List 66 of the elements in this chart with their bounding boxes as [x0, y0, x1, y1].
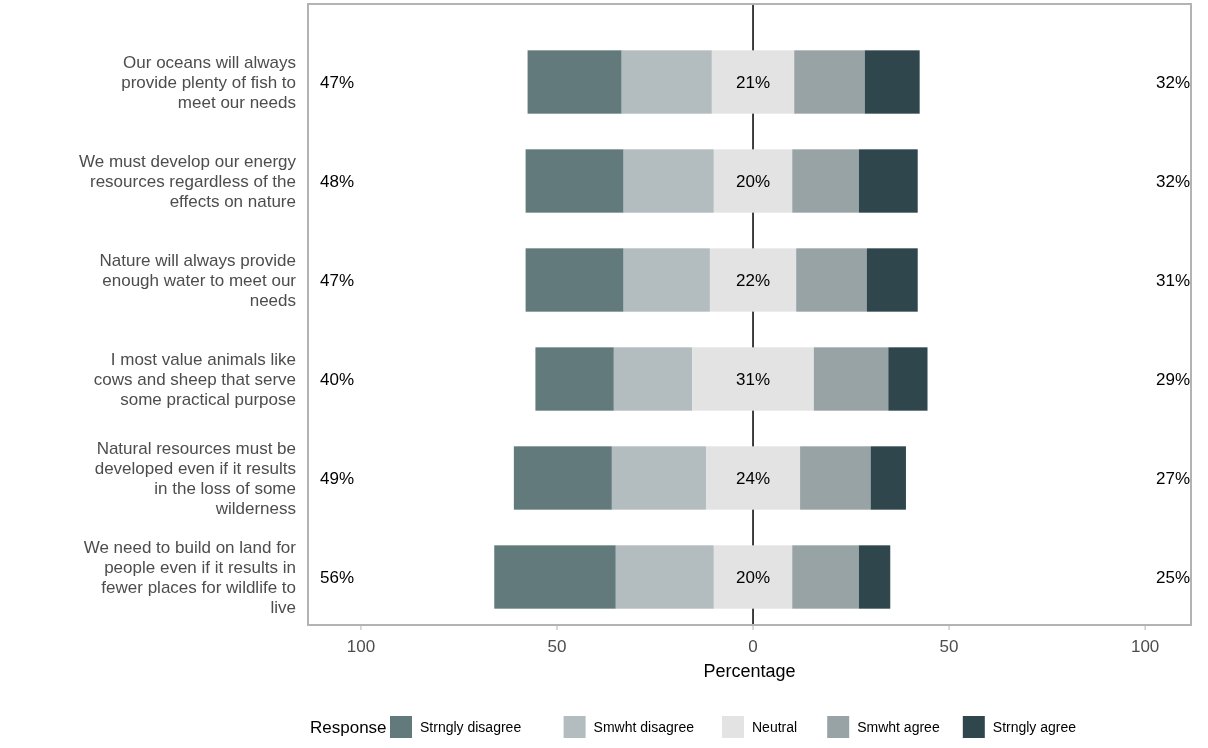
bar — [513, 446, 612, 510]
y-tick-label: Nature will always provide enough water to meet our needs — [99, 250, 297, 310]
y-tick-label: We need to build on land for people even if it results in fewer places for wildlife to live — [83, 537, 297, 617]
bar — [692, 347, 814, 411]
annotation: 32% — [1155, 72, 1190, 92]
annotation: 56% — [320, 567, 355, 587]
data-label: 20% — [736, 171, 771, 191]
bar — [525, 149, 624, 213]
data-label: 20% — [736, 567, 771, 587]
y-tick-label: Natural resources must be developed even if it results in the loss of some wilderness — [94, 438, 296, 518]
annotation: 47% — [320, 270, 355, 290]
legend-label: Smwht disagree — [593, 718, 695, 735]
legend-label: Strngly agree — [992, 718, 1077, 735]
data-label: 24% — [736, 468, 771, 488]
data-label: 22% — [736, 270, 771, 290]
bar — [623, 248, 710, 312]
legend-label: Neutral — [752, 718, 798, 735]
bar — [888, 347, 928, 411]
data-label: 21% — [736, 72, 771, 92]
bar — [864, 50, 920, 114]
bar — [870, 446, 906, 510]
bar — [525, 248, 624, 312]
bar — [615, 545, 714, 609]
annotation: 31% — [1155, 270, 1190, 290]
annotation: 25% — [1155, 567, 1190, 587]
bar — [494, 545, 616, 609]
bar — [527, 50, 622, 114]
bar — [709, 248, 797, 312]
annotation: 47% — [320, 72, 355, 92]
bar — [711, 50, 795, 114]
bar — [792, 545, 859, 609]
x-tick-label: 0 — [748, 637, 758, 656]
annotation: 27% — [1155, 468, 1190, 488]
bar — [713, 149, 793, 213]
y-tick-label: I most value animals like cows and sheep that serve some practical purpose — [93, 349, 296, 409]
bar — [613, 347, 693, 411]
legend-label: Strngly disagree — [420, 718, 522, 735]
bar — [705, 446, 801, 510]
annotation: 49% — [320, 468, 355, 488]
bar — [623, 149, 714, 213]
annotation: 48% — [320, 171, 355, 191]
bar — [858, 149, 918, 213]
bar — [535, 347, 614, 411]
bar — [813, 347, 889, 411]
bar — [858, 545, 891, 609]
bar — [796, 248, 867, 312]
x-tick-label: 50 — [939, 637, 959, 656]
x-tick-label: 50 — [547, 637, 567, 656]
y-tick-label: Our oceans will always provide plenty of fish to meet our needs — [121, 52, 296, 112]
annotation: 32% — [1155, 171, 1190, 191]
bar — [611, 446, 706, 510]
bar — [713, 545, 793, 609]
y-tick-label: We must develop our energy resources regardless of the effects on nature — [78, 151, 297, 211]
legend-label: Smwht agree — [857, 718, 940, 735]
annotation: 29% — [1155, 369, 1190, 389]
bar — [621, 50, 712, 114]
bar — [800, 446, 871, 510]
bar — [866, 248, 918, 312]
x-tick-label: 100 — [346, 637, 376, 656]
bar — [792, 149, 859, 213]
annotation: 40% — [320, 369, 355, 389]
legend-title: Response — [310, 717, 387, 737]
data-label: 31% — [736, 369, 771, 389]
x-tick-label: 100 — [1130, 637, 1160, 656]
x-axis-title: Percentage — [703, 661, 796, 681]
bar — [794, 50, 865, 114]
